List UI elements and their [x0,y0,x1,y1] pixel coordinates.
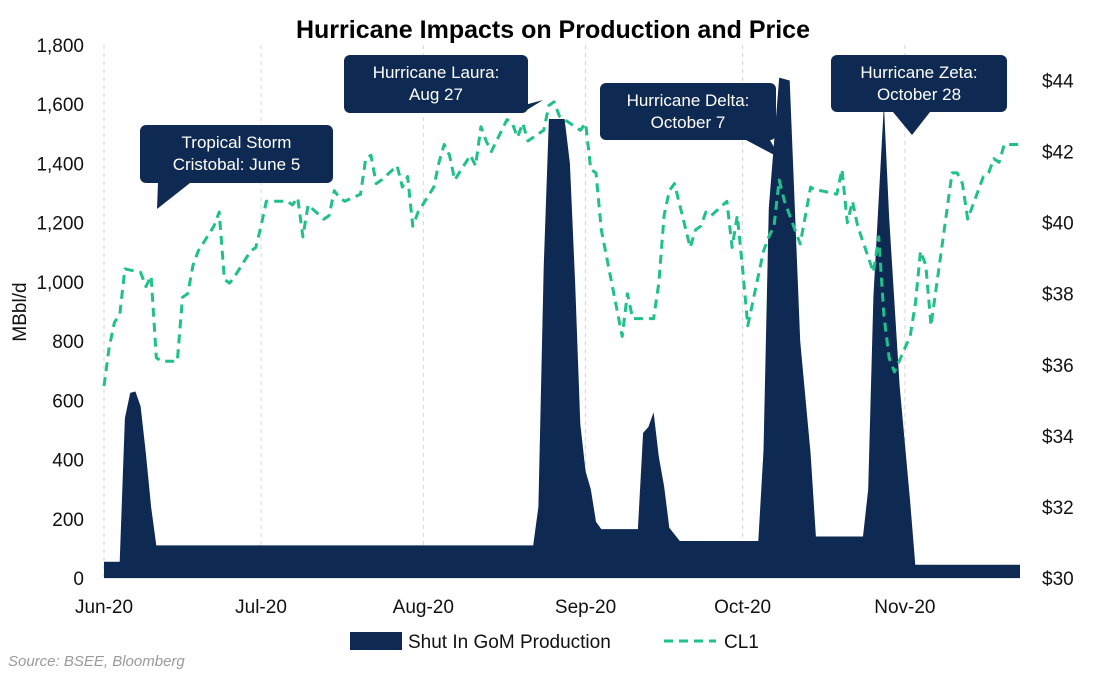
callout-text: Hurricane Zeta: [860,63,977,82]
legend: Shut In GoM Production CL1 [350,632,759,653]
callout-text: October 28 [877,85,961,104]
y-axis-left-ticks: 0 200 400 600 800 1,000 1,200 1,400 1,600 1,800 [36,36,84,590]
callout-box [600,83,776,140]
callout-text: Hurricane Delta: [627,91,750,110]
callout-pointer [157,183,190,209]
callout-text: Hurricane Laura: [373,63,500,82]
y-tick-label: 1,600 [36,95,84,116]
callout-pointer [893,112,930,135]
annotation-callout: Hurricane Laura: Aug 27 [344,55,543,113]
x-tick-label: Oct-20 [714,597,771,618]
chart-title: Hurricane Impacts on Production and Pric… [296,16,810,44]
y-tick-label: 0 [73,569,84,590]
callout-box [140,125,333,183]
annotation-callout: Hurricane Zeta: October 28 [831,55,1007,135]
y2-tick-label: $36 [1042,356,1074,377]
y-tick-label: 600 [52,391,84,412]
price-line-layer [102,100,1020,387]
callout-box [344,55,528,113]
callout-text: Aug 27 [409,85,463,104]
y2-tick-label: $34 [1042,427,1074,448]
y-tick-label: 1,000 [36,273,84,294]
callout-text: Tropical Storm [182,133,292,152]
y-tick-label: 800 [52,332,84,353]
y-tick-label: 400 [52,451,84,472]
source-note: Source: BSEE, Bloomberg [8,653,185,670]
y-axis-label: MBbl/d [10,282,31,341]
y-tick-label: 1,400 [36,154,84,175]
x-tick-label: Jun-20 [75,597,133,618]
series-shut-in-production-area [104,77,1020,578]
y2-tick-label: $40 [1042,214,1074,235]
callout-box [831,55,1007,112]
callout-text: Cristobal: June 5 [173,155,301,174]
y-tick-label: 1,200 [36,214,84,235]
callout-pointer [746,140,780,158]
legend-swatch-production [350,632,402,650]
y-tick-label: 1,800 [36,36,84,57]
y2-tick-label: $38 [1042,285,1074,306]
annotations: Tropical Storm Cristobal: June 5 Hurricane… [140,55,1007,209]
x-tick-label: Nov-20 [874,597,935,618]
y-tick-label: 200 [52,510,84,531]
annotation-callout: Tropical Storm Cristobal: June 5 [140,125,333,209]
y2-tick-label: $30 [1042,569,1074,590]
y2-tick-label: $44 [1042,72,1074,93]
legend-label-production: Shut In GoM Production [408,632,611,653]
y-axis-right-ticks: $30 $32 $34 $36 $38 $40 $42 $44 [1042,72,1074,590]
callout-text: October 7 [651,113,726,132]
x-tick-label: Sep-20 [555,597,616,618]
y2-tick-label: $32 [1042,498,1074,519]
annotation-callout: Hurricane Delta: October 7 [600,83,780,158]
legend-label-price: CL1 [724,632,759,653]
y2-tick-label: $42 [1042,143,1074,164]
production-area-layer [104,77,1020,578]
x-axis-ticks: Jun-20 Jul-20 Aug-20 Sep-20 Oct-20 Nov-20 [75,597,936,618]
series-cl1-line [102,100,1020,387]
x-tick-label: Aug-20 [393,597,454,618]
x-tick-label: Jul-20 [235,597,287,618]
